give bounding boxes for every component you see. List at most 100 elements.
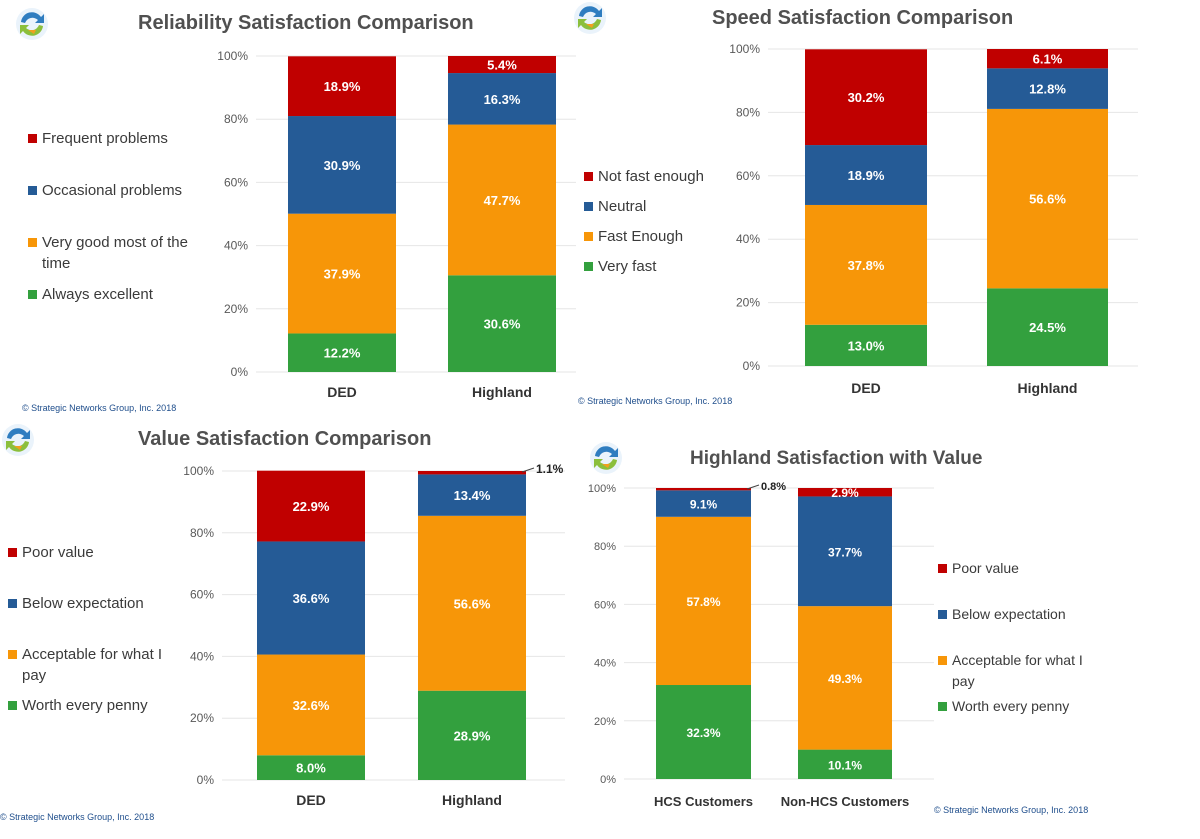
- x-category-label: Highland: [472, 384, 532, 400]
- legend-item-worth-every-penny: Worth every penny: [938, 696, 1098, 717]
- data-label: 24.5%: [1029, 320, 1066, 335]
- data-label: 47.7%: [484, 193, 521, 208]
- legend-label: Acceptable for what I pay: [22, 646, 163, 684]
- data-label: 37.9%: [324, 267, 361, 282]
- legend-item-occasional-problems: Occasional problems: [28, 180, 208, 201]
- bar-segment-very-good-most-of-the-time: [448, 124, 556, 276]
- y-tick-label: 0%: [197, 773, 215, 787]
- legend-label: Poor value: [22, 544, 94, 561]
- legend-label: Worth every penny: [952, 698, 1070, 714]
- legend-swatch: [584, 172, 593, 181]
- copyright-note: © Strategic Networks Group, Inc. 2018: [934, 805, 1089, 815]
- data-label: 37.7%: [828, 545, 862, 559]
- copyright-note: © Strategic Networks Group, Inc. 2018: [578, 396, 733, 406]
- y-tick-label: 100%: [729, 42, 760, 56]
- copyright-note: © Strategic Networks Group, Inc. 2018: [0, 812, 155, 822]
- y-tick-label: 60%: [224, 175, 248, 189]
- bar-segment-worth-every-penny: [257, 755, 365, 780]
- y-tick-label: 0%: [231, 365, 249, 379]
- sng-logo-icon: [572, 0, 608, 36]
- legend-item-very-fast: Very fast: [584, 256, 724, 277]
- bar-segment-poor-value: [656, 488, 751, 491]
- data-label: 30.2%: [848, 90, 885, 105]
- bar-segment-not-fast-enough: [987, 49, 1108, 69]
- data-label: 6.1%: [1033, 52, 1063, 67]
- legend-swatch: [938, 564, 947, 573]
- legend-item-neutral: Neutral: [584, 196, 724, 217]
- data-label: 13.0%: [848, 338, 885, 353]
- bar-segment-always-excellent: [448, 275, 556, 372]
- data-label: 9.1%: [690, 498, 718, 512]
- y-tick-label: 40%: [736, 232, 760, 246]
- bar-segment-frequent-problems: [448, 56, 556, 74]
- bar-segment-below-expectation: [418, 474, 526, 516]
- bar-segment-worth-every-penny: [798, 749, 892, 779]
- y-tick-label: 60%: [736, 169, 760, 183]
- highland-value-chart: 0% 20% 40% 60% 80% 100% 32.3% 57.8% 9.1% 0.8% HCS …: [588, 481, 934, 809]
- data-label: 16.3%: [484, 92, 521, 107]
- sng-logo-icon: [14, 6, 50, 42]
- y-tick-label: 20%: [736, 296, 760, 310]
- bar-segment-acceptable-for-what-i-pay: [656, 516, 751, 686]
- bar-segment-below-expectation: [257, 541, 365, 655]
- legend-item-below-expectation: Below expectation: [8, 593, 188, 614]
- data-label: 1.1%: [536, 462, 564, 476]
- data-label: 30.6%: [484, 317, 521, 332]
- legend-item-below-expectation: Below expectation: [938, 604, 1098, 625]
- legend-swatch: [938, 610, 947, 619]
- data-label: 36.6%: [293, 591, 330, 606]
- data-label: 12.8%: [1029, 82, 1066, 97]
- bar-segment-occasional-problems: [288, 116, 396, 214]
- legend-swatch: [584, 202, 593, 211]
- data-label: 18.9%: [324, 79, 361, 94]
- chart-title: Highland Satisfaction with Value: [690, 448, 983, 469]
- data-label: 5.4%: [487, 58, 517, 73]
- data-label: 49.3%: [828, 672, 862, 686]
- legend-item-fast-enough: Fast Enough: [584, 226, 724, 247]
- data-label: 56.6%: [454, 596, 491, 611]
- y-tick-label: 20%: [190, 711, 214, 725]
- y-tick-label: 40%: [224, 239, 248, 253]
- y-tick-label: 100%: [588, 483, 616, 495]
- y-tick-label: 40%: [190, 649, 214, 663]
- data-label: 10.1%: [828, 758, 862, 772]
- y-tick-label: 80%: [224, 112, 248, 126]
- x-category-label: DED: [296, 792, 326, 808]
- data-label: 0.8%: [761, 481, 786, 493]
- legend-swatch: [28, 134, 37, 143]
- y-tick-label: 100%: [217, 49, 248, 63]
- leader-line: [521, 467, 535, 473]
- data-label: 12.2%: [324, 346, 361, 361]
- legend-item-always-excellent: Always excellent: [28, 284, 208, 305]
- bar-segment-worth-every-penny: [418, 690, 526, 780]
- legend-item-poor-value: Poor value: [938, 558, 1098, 579]
- legend-label: Neutral: [598, 198, 647, 215]
- y-tick-label: 60%: [190, 588, 214, 602]
- legend-label: Occasional problems: [42, 182, 183, 199]
- bar-segment-below-expectation: [798, 496, 892, 607]
- bar-segment-below-expectation: [656, 490, 751, 517]
- legend-item-acceptable-for-what-i-pay: Acceptable for what I pay: [8, 644, 188, 686]
- data-label: 56.6%: [1029, 192, 1066, 207]
- data-label: 28.9%: [454, 728, 491, 743]
- data-label: 2.9%: [831, 486, 859, 500]
- legend-label: Poor value: [952, 560, 1019, 576]
- legend-label: Always excellent: [42, 286, 153, 303]
- data-label: 18.9%: [848, 168, 885, 183]
- y-tick-label: 100%: [183, 464, 214, 478]
- legend-item-worth-every-penny: Worth every penny: [8, 695, 188, 716]
- legend-swatch: [8, 599, 17, 608]
- data-label: 32.6%: [293, 698, 330, 713]
- bar-segment-acceptable-for-what-i-pay: [257, 654, 365, 756]
- y-tick-label: 40%: [594, 658, 616, 670]
- bar-segment-acceptable-for-what-i-pay: [418, 515, 526, 691]
- y-tick-label: 0%: [743, 359, 761, 373]
- legend-label: Frequent problems: [42, 130, 168, 147]
- bar-segment-poor-value: [418, 471, 526, 475]
- leader-line: [746, 484, 760, 490]
- bar-segment-frequent-problems: [288, 56, 396, 117]
- data-label: 57.8%: [686, 595, 720, 609]
- bar-segment-fast-enough: [987, 108, 1108, 289]
- bar-segment-fast-enough: [805, 204, 927, 325]
- legend-item-frequent-problems: Frequent problems: [28, 128, 208, 149]
